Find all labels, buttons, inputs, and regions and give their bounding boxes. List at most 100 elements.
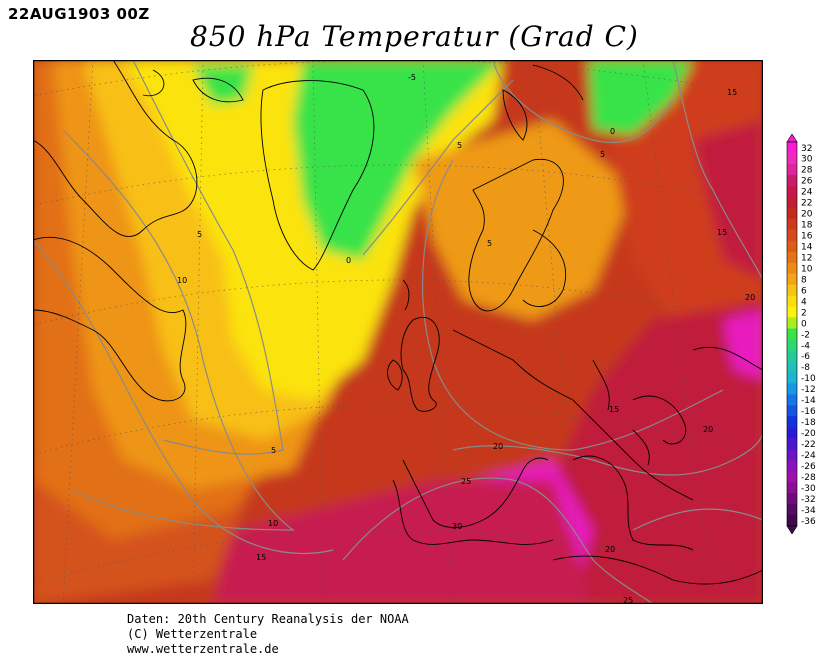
legend-tick-label: -12: [801, 385, 816, 395]
legend-swatch: [787, 493, 797, 505]
legend-tick-label: 10: [801, 264, 813, 274]
legend-swatch: [787, 350, 797, 362]
legend-tick-label: -24: [801, 451, 816, 461]
legend-top-arrow: [786, 134, 798, 143]
legend-swatch: [787, 284, 797, 296]
legend-tick-label: 24: [801, 188, 813, 198]
legend-tick-label: -6: [801, 352, 810, 362]
contour-label: 30: [452, 522, 462, 531]
legend-tick-label: -20: [801, 429, 816, 439]
legend-swatch: [787, 449, 797, 461]
lat-lon-grid: [33, 60, 763, 604]
contour-label: 20: [745, 293, 755, 302]
contour-label: -5: [408, 73, 416, 82]
contour-label: 15: [256, 553, 266, 562]
isotherm-contours: [33, 60, 763, 604]
legend-swatch: [787, 218, 797, 231]
contour-label: 10: [268, 519, 278, 528]
legend-swatch: [787, 438, 797, 450]
temperature-map: -5 0 0 5 5 5 5 5 10 10 15 15 15 15 20 20…: [33, 60, 763, 604]
coastlines: [33, 60, 763, 585]
contour-label: 0: [610, 127, 615, 136]
legend-swatch: [787, 142, 797, 154]
contour-label: 15: [717, 228, 727, 237]
legend-swatch: [787, 416, 797, 428]
legend-tick-label: 30: [801, 155, 813, 165]
temperature-field: [33, 60, 763, 604]
legend-tick-label: 6: [801, 286, 807, 296]
legend-swatch: [787, 196, 797, 209]
contour-label: 25: [461, 477, 471, 486]
data-credits: Daten: 20th Century Reanalysis der NOAA …: [127, 612, 409, 657]
legend-swatch: [787, 515, 797, 527]
legend-tick-label: -36: [801, 517, 816, 527]
legend-swatch: [787, 273, 797, 286]
legend-tick-label: -32: [801, 495, 816, 505]
legend-tick-label: 16: [801, 232, 813, 242]
legend-swatch: [787, 251, 797, 264]
map-frame: [33, 60, 763, 604]
legend-swatch: [787, 152, 797, 165]
contour-label: 15: [727, 88, 737, 97]
legend-tick-label: -8: [801, 363, 810, 373]
legend-tick-labels: 32302826242220181614121086420-2-4-6-8-10…: [801, 144, 816, 527]
legend-tick-label: 0: [801, 319, 807, 329]
legend-tick-label: -4: [801, 341, 810, 351]
legend-swatch: [787, 163, 797, 176]
legend-bottom-arrow: [786, 525, 798, 534]
contour-label-group: -5 0 0 5 5 5 5 5 10 10 15 15 15 15 20 20…: [177, 73, 755, 604]
legend-swatch: [787, 427, 797, 439]
legend-color-bars: [786, 141, 798, 527]
footer-line-source: Daten: 20th Century Reanalysis der NOAA: [127, 612, 409, 626]
contour-label: 25: [623, 596, 633, 604]
contour-label: 15: [609, 405, 619, 414]
contour-label: 20: [703, 425, 713, 434]
legend-tick-label: 20: [801, 210, 813, 220]
legend-swatch: [787, 306, 797, 318]
contour-label: 20: [493, 442, 503, 451]
legend-swatch: [787, 394, 797, 406]
legend-swatch: [787, 383, 797, 395]
contour-label: 5: [600, 150, 605, 159]
legend-tick-label: 32: [801, 144, 812, 154]
contour-label: 5: [197, 230, 202, 239]
legend-swatch: [787, 207, 797, 220]
legend-swatch: [787, 482, 797, 494]
legend-tick-label: -26: [801, 462, 816, 472]
legend-swatch: [787, 361, 797, 373]
contour-label: 20: [605, 545, 615, 554]
legend-swatch: [787, 405, 797, 417]
legend-tick-label: 22: [801, 199, 812, 209]
legend-tick-label: -2: [801, 330, 810, 340]
legend-tick-label: 18: [801, 221, 813, 231]
footer-line-copyright: (C) Wetterzentrale: [127, 627, 258, 641]
legend-swatch: [787, 185, 797, 198]
legend-tick-label: 28: [801, 166, 813, 176]
legend-swatch: [787, 471, 797, 483]
contour-label: 5: [271, 446, 276, 455]
legend-swatch: [787, 295, 797, 307]
legend-tick-label: -14: [801, 396, 816, 406]
legend-swatch: [787, 372, 797, 384]
legend-swatch: [787, 174, 797, 187]
contour-label: 10: [177, 276, 187, 285]
map-title: 850 hPa Temperatur (Grad C): [190, 20, 639, 53]
legend-tick-label: 4: [801, 297, 807, 307]
legend-tick-label: 12: [801, 253, 812, 263]
legend-tick-label: -10: [801, 374, 816, 384]
legend-tick-label: -28: [801, 473, 816, 483]
legend-tick-label: -30: [801, 484, 816, 494]
legend-tick-label: 14: [801, 243, 813, 253]
date-label: 22AUG1903 00Z: [8, 5, 150, 23]
legend-swatch: [787, 317, 797, 329]
legend-swatch: [787, 262, 797, 275]
contour-label: 5: [457, 141, 462, 150]
footer-line-website: www.wetterzentrale.de: [127, 642, 279, 656]
legend-tick-label: 8: [801, 275, 807, 285]
legend-tick-label: -22: [801, 440, 816, 450]
legend-tick-label: -34: [801, 506, 816, 516]
contour-label: 5: [487, 239, 492, 248]
legend-tick-label: 26: [801, 177, 813, 187]
legend-swatch: [787, 339, 797, 351]
contour-label: 0: [346, 256, 351, 265]
